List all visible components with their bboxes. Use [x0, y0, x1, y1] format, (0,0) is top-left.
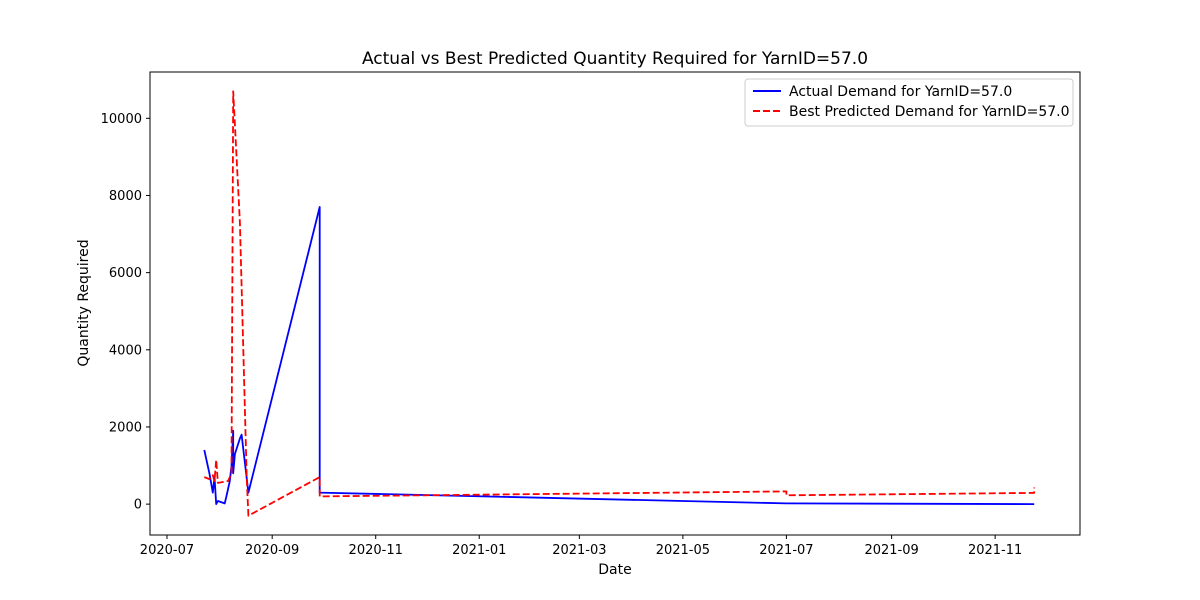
y-tick-label: 0	[134, 498, 142, 513]
y-tick-label: 4000	[109, 343, 142, 358]
y-tick-label: 8000	[109, 189, 142, 204]
legend-box	[744, 78, 1074, 127]
x-tick-label: 2021-05	[656, 543, 710, 558]
x-tick-label: 2020-11	[349, 543, 403, 558]
series-line-predicted	[203, 90, 1036, 517]
y-tick-label: 6000	[109, 266, 142, 281]
y-axis-title: Quantity Required	[76, 239, 92, 366]
series-line-actual	[203, 206, 1035, 506]
x-tick-label: 2021-09	[864, 543, 918, 558]
legend-label-actual: Actual Demand for YarnID=57.0	[789, 84, 1012, 100]
y-axis: 0 2000 4000 6000 8000 10000	[101, 112, 150, 513]
y-tick-label: 10000	[101, 112, 142, 127]
x-axis-title: Date	[598, 562, 631, 578]
legend: Actual Demand for YarnID=57.0 Best Predi…	[744, 78, 1074, 127]
chart-title: Actual vs Best Predicted Quantity Requir…	[362, 49, 868, 69]
plot-area	[150, 72, 1080, 535]
series-layer	[203, 90, 1036, 517]
x-axis: 2020-07 2020-09 2020-11 2021-01 2021-03 2021-…	[140, 535, 1022, 558]
legend-label-predicted: Best Predicted Demand for YarnID=57.0	[789, 104, 1070, 120]
x-tick-label: 2020-09	[245, 543, 299, 558]
y-tick-label: 2000	[109, 420, 142, 435]
x-tick-label: 2021-07	[759, 543, 813, 558]
x-tick-label: 2021-11	[968, 543, 1022, 558]
plot-frame	[149, 71, 1081, 536]
x-tick-label: 2020-07	[140, 543, 194, 558]
x-tick-label: 2021-01	[452, 543, 506, 558]
x-tick-label: 2021-03	[552, 543, 606, 558]
